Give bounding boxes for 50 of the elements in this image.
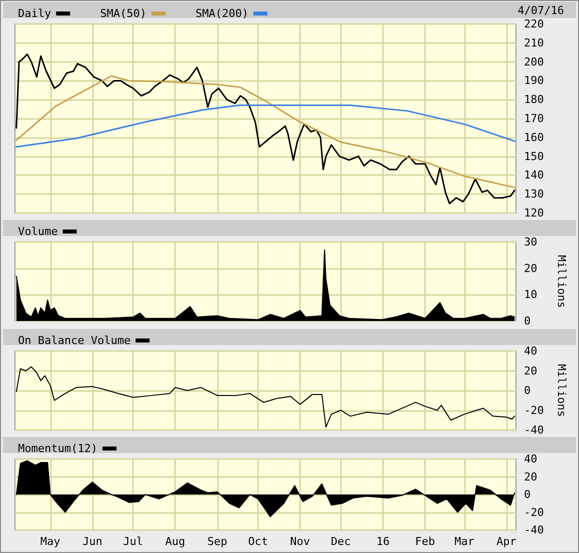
y-tick-label: 190 — [524, 74, 544, 88]
x-tick-label: Apr — [496, 535, 517, 548]
y-tick-label: 20 — [524, 262, 538, 275]
line-series — [16, 75, 516, 188]
y-tick-label: 210 — [524, 36, 544, 50]
y-axis-title: Millions — [555, 255, 568, 308]
y-tick-label: 120 — [524, 206, 544, 220]
x-tick-label: Aug — [165, 535, 186, 548]
x-tick-label: 16 — [376, 535, 390, 548]
text: 4/07/16 — [518, 4, 564, 17]
y-tick-label: 220 — [524, 18, 544, 30]
y-tick-label: 170 — [524, 112, 544, 125]
y-tick-label: 30 — [524, 236, 538, 248]
y-tick-label: 20 — [524, 470, 538, 484]
y-tick-label: -40 — [524, 424, 544, 436]
legend-label: Daily — [18, 7, 52, 20]
y-tick-label: 0 — [524, 314, 531, 328]
y-tick-label: 180 — [524, 93, 544, 106]
legend-label: SMA(200) — [195, 7, 248, 20]
y-tick-label: 20 — [524, 364, 538, 378]
y-tick-label: 140 — [524, 168, 544, 182]
line-series — [16, 366, 516, 428]
x-tick-label: Jul — [123, 535, 144, 548]
x-tick-label: Nov — [290, 535, 310, 548]
line-series — [16, 53, 516, 204]
legend-label: Volume — [18, 225, 58, 238]
y-tick-label: 130 — [524, 188, 544, 201]
x-tick-label: Feb — [415, 535, 435, 548]
y-tick-label: 150 — [524, 150, 544, 163]
y-tick-label: 40 — [524, 344, 538, 358]
x-tick-label: Mar — [454, 535, 475, 548]
y-tick-label: 40 — [524, 452, 538, 466]
y-tick-label: 200 — [524, 55, 544, 68]
x-tick-label: Jun — [82, 535, 102, 548]
y-axis-title: Millions — [555, 364, 568, 417]
y-tick-label: -20 — [524, 404, 544, 417]
y-tick-label: -40 — [524, 524, 544, 536]
x-tick-label: Dec — [330, 535, 351, 548]
y-tick-label: 0 — [524, 384, 531, 397]
line-series — [16, 104, 516, 148]
legend-label: On Balance Volume — [18, 334, 131, 347]
y-tick-label: -20 — [524, 506, 544, 519]
y-tick-label: 160 — [524, 130, 544, 144]
y-tick-label: 10 — [524, 288, 538, 302]
legend-label: SMA(50) — [100, 7, 146, 20]
x-tick-label: May — [40, 535, 61, 548]
legend-label: Momentum(12) — [18, 442, 98, 455]
x-tick-label: Oct — [248, 535, 268, 548]
x-tick-label: Sep — [207, 535, 228, 548]
y-tick-label: 0 — [524, 488, 531, 501]
